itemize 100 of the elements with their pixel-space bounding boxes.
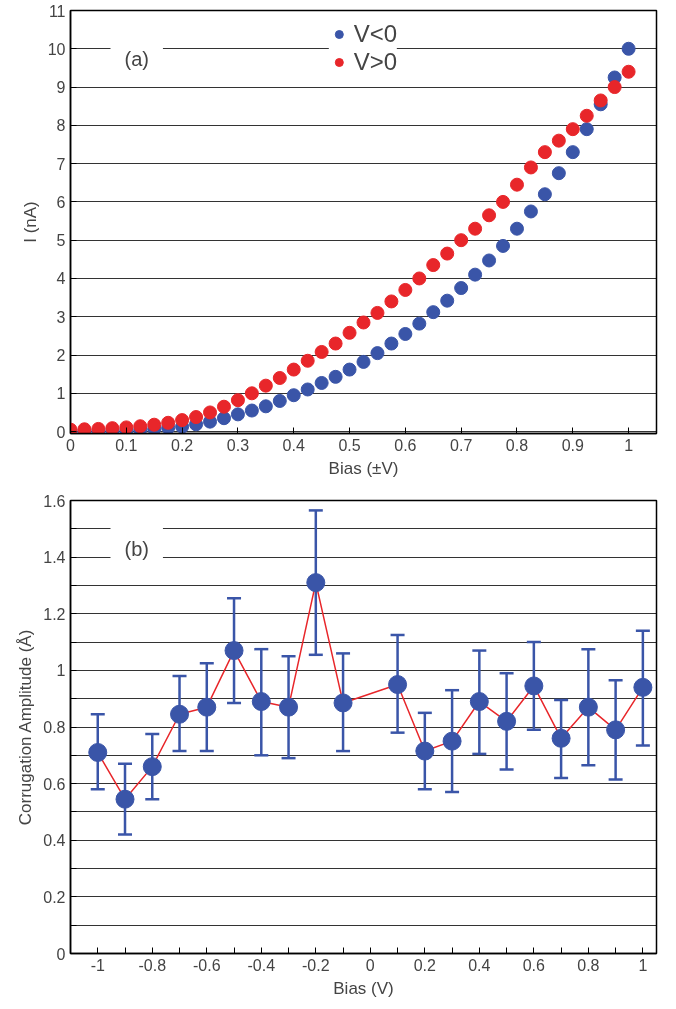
point xyxy=(412,271,427,286)
point xyxy=(342,362,357,377)
y-tick-label: 0.8 xyxy=(43,719,66,736)
point xyxy=(551,728,571,748)
y-tick-label: 1 xyxy=(56,385,66,403)
point xyxy=(300,382,315,397)
point xyxy=(607,80,622,95)
point xyxy=(224,641,244,661)
point xyxy=(440,246,455,261)
point xyxy=(115,789,135,809)
point xyxy=(328,336,343,351)
point xyxy=(388,675,408,695)
point xyxy=(258,378,273,393)
point xyxy=(279,697,299,717)
point xyxy=(496,194,511,209)
point xyxy=(147,417,162,432)
point xyxy=(482,208,497,223)
point xyxy=(468,221,483,236)
annotation: (a) xyxy=(124,47,149,70)
x-tick-label: 0.2 xyxy=(171,436,194,454)
point xyxy=(440,293,455,308)
point xyxy=(579,122,594,137)
y-tick-label: 10 xyxy=(47,40,66,58)
y-axis-title: Corrugation Amplitude (Å) xyxy=(16,629,36,826)
point xyxy=(328,369,343,384)
legend-label: V>0 xyxy=(353,48,398,76)
point xyxy=(272,371,287,385)
x-tick-label: -0.2 xyxy=(302,956,330,974)
point xyxy=(244,403,259,418)
point xyxy=(175,413,190,428)
x-tick-label: 0.4 xyxy=(468,956,491,974)
point xyxy=(286,388,301,403)
y-tick-label: 1.6 xyxy=(43,492,66,510)
x-tick-label: 0.6 xyxy=(394,436,417,454)
point xyxy=(579,108,594,123)
point xyxy=(142,757,162,777)
point xyxy=(426,258,441,273)
x-tick-label: 0.4 xyxy=(282,436,305,454)
point xyxy=(454,281,469,296)
x-tick-label: 0.3 xyxy=(226,436,250,454)
point xyxy=(251,692,271,711)
point xyxy=(426,305,441,320)
point xyxy=(356,315,371,330)
point xyxy=(230,393,245,408)
x-axis-title: Bias (V) xyxy=(333,978,394,998)
y-tick-label: 4 xyxy=(56,270,66,288)
point xyxy=(244,386,259,401)
x-tick-label: 0.8 xyxy=(577,956,600,974)
point xyxy=(606,720,626,740)
x-axis-title: Bias (±V) xyxy=(328,458,399,478)
y-tick-label: 11 xyxy=(48,2,66,20)
y-tick-label: 0 xyxy=(56,423,66,441)
point xyxy=(398,282,413,297)
point xyxy=(370,305,385,320)
x-tick-label: 0.7 xyxy=(450,436,473,454)
y-tick-label: 5 xyxy=(56,232,66,250)
y-tick-label: 7 xyxy=(56,155,66,173)
x-tick-label: 0.9 xyxy=(561,436,585,454)
y-tick-label: 8 xyxy=(56,117,66,135)
y-tick-label: 1 xyxy=(56,662,66,680)
y-tick-label: 9 xyxy=(56,79,66,97)
point xyxy=(565,122,580,137)
x-tick-label: 1 xyxy=(638,956,648,974)
point xyxy=(356,354,371,369)
x-tick-label: -0.6 xyxy=(192,956,221,974)
point xyxy=(258,399,273,414)
y-tick-label: 2 xyxy=(56,347,66,365)
x-tick-label: 0.2 xyxy=(413,956,437,974)
point xyxy=(88,743,108,762)
point xyxy=(272,393,287,408)
y-tick-label: 0.6 xyxy=(43,775,66,793)
x-tick-label: -0.8 xyxy=(138,956,167,974)
x-tick-label: 1 xyxy=(624,436,634,454)
point xyxy=(197,697,217,717)
point xyxy=(523,204,538,219)
y-tick-label: 1.4 xyxy=(43,549,66,567)
point xyxy=(578,697,598,717)
point xyxy=(524,676,544,696)
point xyxy=(203,405,218,420)
point xyxy=(384,336,399,351)
point xyxy=(306,573,326,593)
y-tick-label: 0.4 xyxy=(43,832,66,850)
point xyxy=(415,741,435,761)
point xyxy=(551,133,566,148)
point xyxy=(537,187,552,202)
point xyxy=(161,415,176,430)
x-tick-label: -1 xyxy=(90,956,105,974)
point xyxy=(216,399,231,414)
point xyxy=(633,677,653,697)
point xyxy=(621,41,636,56)
point xyxy=(565,145,580,160)
x-tick-label: 0.5 xyxy=(338,436,361,454)
point xyxy=(230,407,245,422)
point xyxy=(342,325,357,340)
point xyxy=(398,326,413,341)
y-tick-label: 6 xyxy=(56,193,66,211)
point xyxy=(497,711,517,731)
point xyxy=(551,166,566,181)
point xyxy=(333,693,353,713)
x-tick-label: -0.4 xyxy=(247,956,276,974)
